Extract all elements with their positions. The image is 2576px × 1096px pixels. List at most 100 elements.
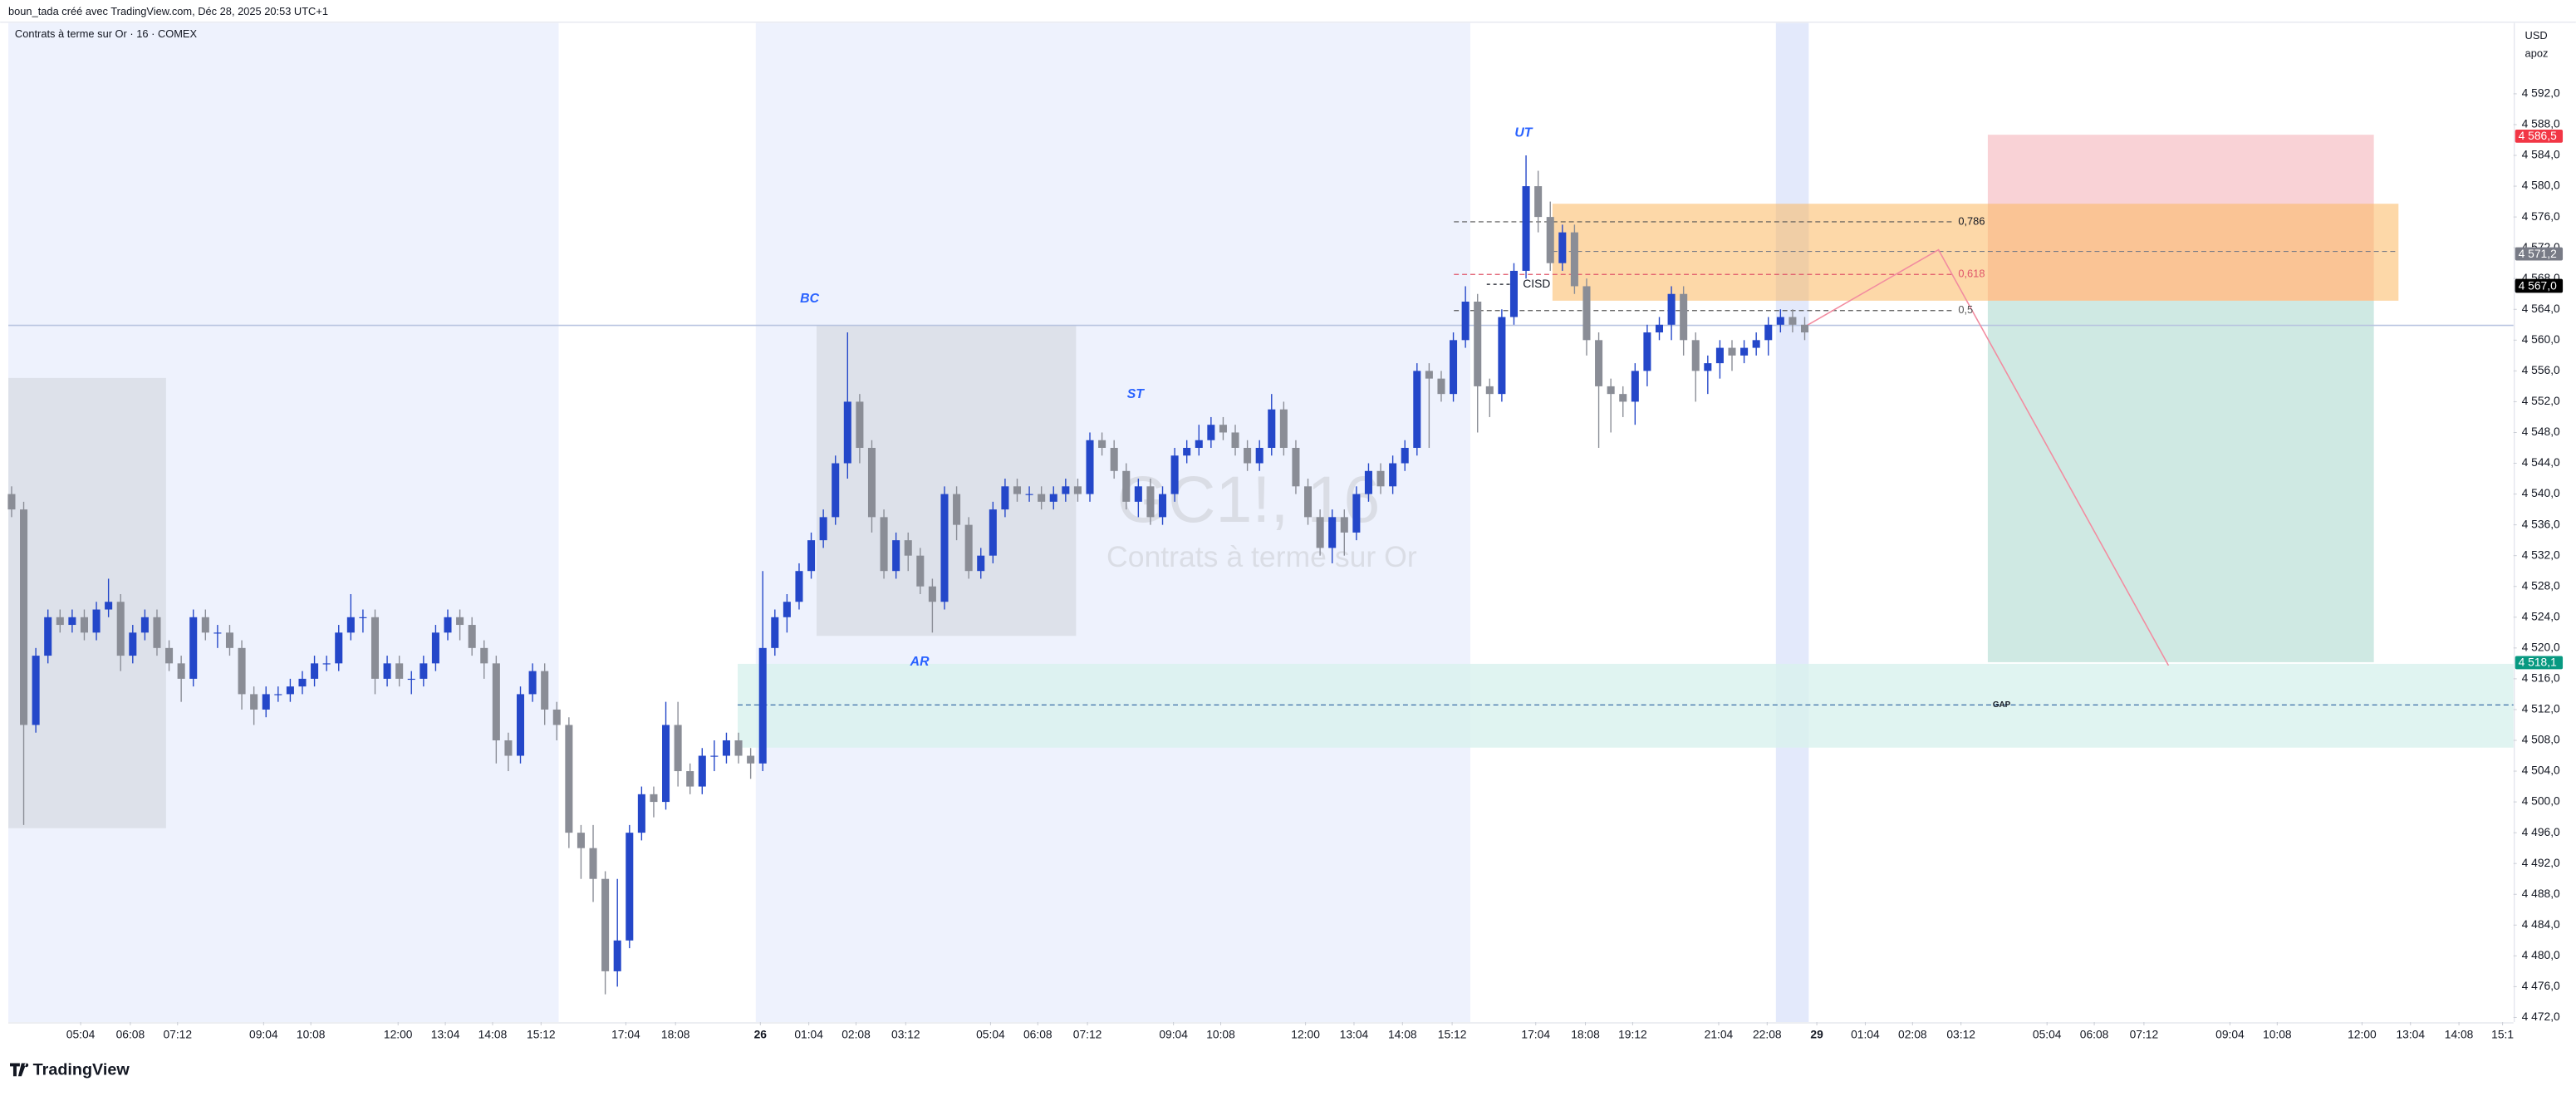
candle-body xyxy=(1474,302,1482,386)
x-tick-label: 09:04 xyxy=(1159,1027,1188,1040)
logo: TradingView xyxy=(9,1061,130,1079)
candle-body xyxy=(783,602,791,617)
candle-body xyxy=(262,694,270,710)
y-tick-label: 4 484,0 xyxy=(2522,917,2560,931)
candle-body xyxy=(565,725,573,833)
labels: BC ST AR UT boun_tada créé avec TradingV… xyxy=(0,5,2576,1079)
x-tick-label: 02:08 xyxy=(1898,1027,1927,1040)
x-tick-label: 03:12 xyxy=(1946,1027,1975,1040)
candle-body xyxy=(370,617,380,679)
candle-body xyxy=(153,617,161,648)
x-tick-label: 10:08 xyxy=(2263,1027,2292,1040)
annotation: AR xyxy=(910,655,930,669)
annotation: ST xyxy=(1127,387,1146,401)
x-tick-label: 06:08 xyxy=(1023,1027,1052,1040)
candle-body xyxy=(1389,463,1397,487)
candle-body xyxy=(1607,386,1615,395)
annotation: UT xyxy=(1514,125,1533,140)
y-tick-label: 4 528,0 xyxy=(2522,578,2560,592)
candle-body xyxy=(1013,486,1022,494)
candle-body xyxy=(589,848,597,879)
candle-body xyxy=(213,632,222,634)
candle-body xyxy=(722,740,730,756)
candle-body xyxy=(92,609,101,633)
x-tick-label: 19:12 xyxy=(1618,1027,1647,1040)
layout: 0,786 0,618 0,5 GAP CISD GC1!, 16 Contra… xyxy=(8,22,2514,1023)
candle-body xyxy=(1086,440,1094,494)
candle-body xyxy=(1098,440,1106,448)
candle-body xyxy=(395,663,404,679)
y-tick-label: 4 492,0 xyxy=(2522,856,2560,869)
x-tick-label: 02:08 xyxy=(841,1027,871,1040)
candle-body xyxy=(116,602,125,656)
header: boun_tada créé avec TradingView.com, Déc… xyxy=(8,5,328,17)
candle-body xyxy=(964,524,973,572)
candle-body xyxy=(177,663,185,679)
candle-body xyxy=(1255,447,1263,464)
candle-body xyxy=(346,617,355,633)
y-tick-label: 4 580,0 xyxy=(2522,179,2560,192)
candle-body xyxy=(1764,324,1773,341)
x-tick-label: 22:08 xyxy=(1753,1027,1782,1040)
candle-body xyxy=(1183,447,1191,456)
candle-body xyxy=(1207,425,1215,440)
gap-zone xyxy=(738,663,2514,748)
candle-body xyxy=(1643,332,1651,371)
candle-body xyxy=(516,694,525,756)
price-label: 4 586,5 xyxy=(2519,129,2557,142)
x-tick-label: 05:04 xyxy=(2033,1027,2062,1040)
candle-body xyxy=(1340,517,1348,533)
candle-body xyxy=(201,617,209,633)
candle-body xyxy=(311,663,319,679)
x-tick-label: 12:00 xyxy=(2348,1027,2377,1040)
candle-body xyxy=(322,663,331,665)
candle-body xyxy=(456,617,464,626)
candle-body xyxy=(335,632,343,664)
x-tick-label: 07:12 xyxy=(1073,1027,1102,1040)
candle-body xyxy=(1352,494,1361,533)
x-tick-label: 09:04 xyxy=(249,1027,278,1040)
y-tick-label: 4 552,0 xyxy=(2522,394,2560,407)
x-tick-label: 01:04 xyxy=(1851,1027,1880,1040)
y-tick-label: 4 556,0 xyxy=(2522,363,2560,376)
candle-body xyxy=(105,602,113,610)
candle-body xyxy=(637,794,645,833)
x-tick-label: 14:08 xyxy=(478,1027,508,1040)
x-tick-label: 09:04 xyxy=(2215,1027,2245,1040)
candle-body xyxy=(359,617,367,618)
candle-body xyxy=(1025,494,1033,495)
candle-body xyxy=(274,694,282,695)
x-tick-label: 13:04 xyxy=(1340,1027,1369,1040)
y-tick-label: 4 500,0 xyxy=(2522,794,2560,808)
candle-body xyxy=(528,671,537,695)
y-tick-label: 4 564,0 xyxy=(2522,302,2560,315)
candle-body xyxy=(674,725,682,772)
candle-body xyxy=(20,509,28,725)
y-tick-label: 4 516,0 xyxy=(2522,671,2560,685)
candle-body xyxy=(795,571,803,602)
symbol: Contrats à terme sur Or · 16 · COMEX xyxy=(15,27,198,40)
candle-body xyxy=(1715,347,1724,364)
candle-body xyxy=(1582,286,1591,341)
x-tick-label: 12:00 xyxy=(1291,1027,1320,1040)
x-tick-label: 15:1 xyxy=(2491,1027,2514,1040)
y-tick-label: 4 544,0 xyxy=(2522,455,2560,469)
y-tick-label: 4 584,0 xyxy=(2522,148,2560,161)
candle-body xyxy=(1631,371,1639,402)
x-tick-label: 06:08 xyxy=(2080,1027,2109,1040)
candle-body xyxy=(710,755,719,757)
candle-body xyxy=(1788,317,1797,325)
logo-icon xyxy=(9,1063,29,1077)
candle-body xyxy=(1279,409,1288,448)
candle-body xyxy=(250,694,258,710)
candle-body xyxy=(383,663,391,679)
candle-body xyxy=(1546,217,1554,263)
candle-body xyxy=(1619,394,1627,402)
x-tick-label: 07:12 xyxy=(163,1027,192,1040)
y-tick-label: 4 480,0 xyxy=(2522,948,2560,961)
y-tick-label: 4 496,0 xyxy=(2522,825,2560,838)
candle-body xyxy=(552,709,561,725)
candle-body xyxy=(1522,186,1530,271)
candle-body xyxy=(807,540,816,572)
candle-body xyxy=(492,663,500,740)
